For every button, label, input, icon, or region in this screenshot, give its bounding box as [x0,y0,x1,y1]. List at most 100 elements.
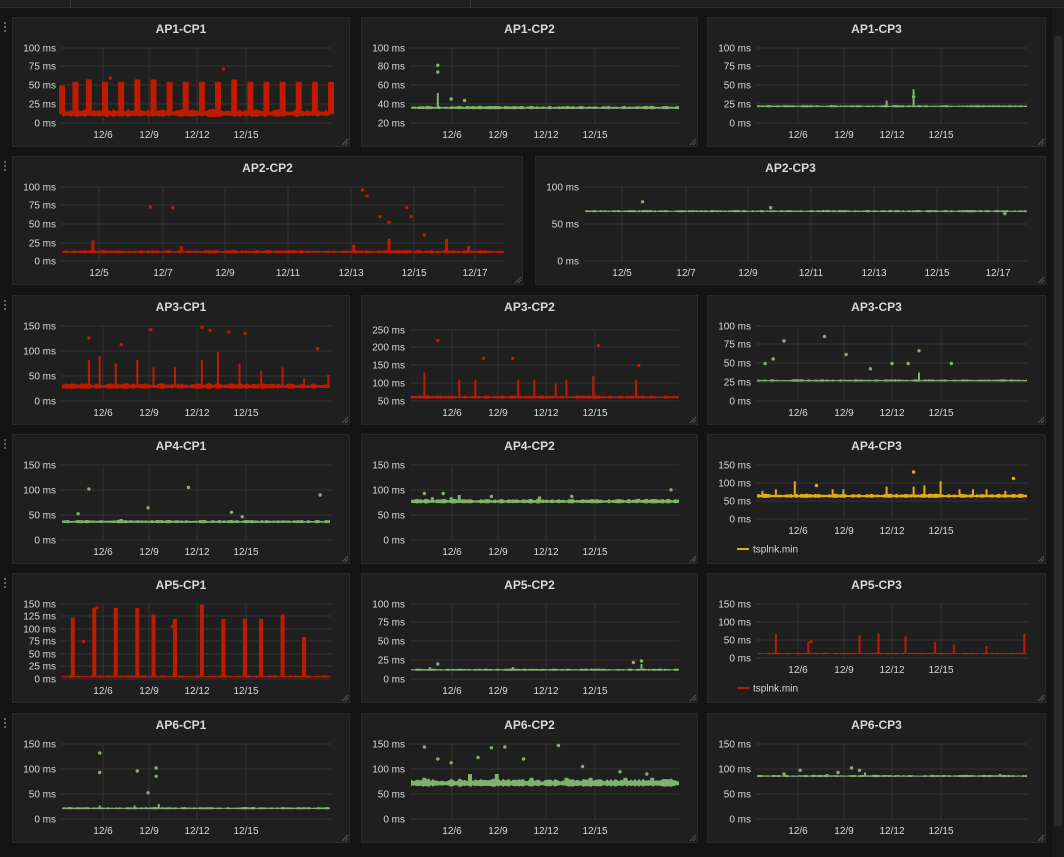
graph-panel-ap4-cp2[interactable]: AP4-CP2 150 ms 100 ms 50 ms 0 ms 12/6 12/9 12/1… [361,434,698,564]
panel-title[interactable]: AP6-CP3 [851,718,902,732]
row-drag-handle[interactable] [3,717,7,729]
series-spike [467,246,471,253]
panel-title[interactable]: AP1-CP3 [851,22,902,36]
y-axis-tick-label: 100 ms [718,322,751,333]
panel-resize-handle[interactable] [1037,555,1045,563]
panel-resize-handle[interactable] [689,138,697,146]
row-drag-handle[interactable] [3,577,7,589]
row-drag-handle[interactable] [3,21,7,33]
graph-panel-ap5-cp3[interactable]: AP5-CP3 150 ms 100 ms 50 ms 0 ms 12/6 12/9 12/1… [707,573,1046,703]
graph-panel-ap5-cp1[interactable]: AP5-CP1 150 ms 125 ms 100 ms 75 ms 50 ms 25 ms… [12,573,350,703]
legend-series-name[interactable]: tsplnk.min [753,684,798,695]
graph-panel-ap6-cp1[interactable]: AP6-CP1 150 ms 100 ms 50 ms 0 ms 12/6 12/9 12/1… [12,713,350,843]
panel-title[interactable]: AP5-CP3 [851,578,902,592]
graph-canvas[interactable]: 250 ms 200 ms 150 ms 100 ms 50 ms 12/6 12/9 12/… [362,296,699,426]
graph-canvas[interactable]: 100 ms 80 ms 60 ms 40 ms 20 ms 12/6 12/9 12/12 1… [362,18,699,148]
graph-canvas[interactable]: 150 ms 100 ms 50 ms 0 ms 12/6 12/9 12/12 12/15 [13,296,351,426]
series-spike [152,367,155,387]
panel-resize-handle[interactable] [341,555,349,563]
graph-canvas[interactable]: 100 ms 75 ms 50 ms 25 ms 0 ms 12/6 12/9 12/12 12… [708,18,1047,148]
panel-title[interactable]: AP3-CP2 [504,300,555,314]
graph-canvas[interactable]: 100 ms 75 ms 50 ms 25 ms 0 ms 12/6 12/9 12/12 12… [362,574,699,704]
y-axis-tick-label: 150 ms [23,740,56,751]
series-spike [259,619,264,677]
graph-panel-ap5-cp2[interactable]: AP5-CP2 100 ms 75 ms 50 ms 25 ms 0 ms 12/6 12/9… [361,573,698,703]
scrollbar-thumb[interactable] [1054,36,1062,826]
graph-canvas[interactable]: 150 ms 100 ms 50 ms 0 ms 12/6 12/9 12/12 12/15 [362,714,699,844]
graph-canvas[interactable]: 150 ms 100 ms 50 ms 0 ms 12/6 12/9 12/12 12/15 [362,435,699,565]
panel-resize-handle[interactable] [1037,834,1045,842]
y-axis-tick-label: 0 ms [729,119,751,130]
graph-canvas[interactable]: 150 ms 100 ms 50 ms 0 ms 12/6 12/9 12/12 12/15 t… [708,574,1047,704]
graph-canvas[interactable]: 150 ms 100 ms 50 ms 0 ms 12/6 12/9 12/12 12/15 [708,714,1047,844]
series-band [411,778,679,787]
x-axis-tick-label: 12/12 [533,686,558,697]
panel-resize-handle[interactable] [341,834,349,842]
series-spike [423,372,426,398]
x-axis-tick-label: 12/6 [442,547,462,558]
panel-title[interactable]: AP5-CP2 [504,578,555,592]
vertical-scrollbar[interactable] [1052,8,1064,857]
graph-panel-ap4-cp3[interactable]: AP4-CP3 150 ms 100 ms 50 ms 0 ms 12/6 12/9 12/1… [707,434,1046,564]
panel-resize-handle[interactable] [341,694,349,702]
graph-panel-ap1-cp1[interactable]: AP1-CP1 100 ms 75 ms 50 ms 25 ms 0 ms 12/6 12/9… [12,17,350,147]
panel-resize-handle[interactable] [1037,138,1045,146]
panel-title[interactable]: AP4-CP3 [851,439,902,453]
panel-title[interactable]: AP3-CP3 [851,300,902,314]
panel-resize-handle[interactable] [689,555,697,563]
graph-canvas[interactable]: 150 ms 100 ms 50 ms 0 ms 12/6 12/9 12/12 12/15 t… [708,435,1047,565]
graph-panel-ap3-cp3[interactable]: AP3-CP3 100 ms 75 ms 50 ms 25 ms 0 ms 12/6 12/9… [707,295,1046,425]
graph-canvas[interactable]: 100 ms 50 ms 0 ms 12/5 12/7 12/9 12/11 12/13 12/… [536,157,1047,286]
panel-resize-handle[interactable] [689,416,697,424]
panel-resize-handle[interactable] [1037,276,1045,284]
panel-title[interactable]: AP1-CP1 [155,22,207,36]
panel-resize-handle[interactable] [1037,694,1045,702]
legend-series-name[interactable]: tsplnk.min [753,545,798,556]
row-drag-handle[interactable] [3,160,7,172]
graph-panel-ap6-cp2[interactable]: AP6-CP2 150 ms 100 ms 50 ms 0 ms 12/6 12/9 12/1… [361,713,698,843]
graph-panel-ap6-cp3[interactable]: AP6-CP3 150 ms 100 ms 50 ms 0 ms 12/6 12/9 12/1… [707,713,1046,843]
series-point [782,339,786,343]
panel-title[interactable]: AP5-CP1 [155,578,207,592]
panel-title[interactable]: AP4-CP1 [155,439,207,453]
graph-canvas[interactable]: 100 ms 75 ms 50 ms 25 ms 0 ms 12/6 12/9 12/12 12… [13,18,351,148]
panel-title[interactable]: AP2-CP2 [242,161,293,175]
graph-canvas[interactable]: 100 ms 75 ms 50 ms 25 ms 0 ms 12/5 12/7 12/9 12/… [13,157,524,286]
graph-canvas[interactable]: 100 ms 75 ms 50 ms 25 ms 0 ms 12/6 12/9 12/12 12… [708,296,1047,426]
graph-panel-ap2-cp3[interactable]: AP2-CP3 100 ms 50 ms 0 ms 12/5 12/7 12/9 12/11 1… [535,156,1046,285]
panel-resize-handle[interactable] [341,416,349,424]
y-axis-tick-label: 150 ms [23,322,56,333]
panel-title[interactable]: AP2-CP3 [765,161,816,175]
panel-title[interactable]: AP1-CP2 [504,22,555,36]
y-axis-tick-label: 200 ms [372,343,405,354]
panel-title[interactable]: AP3-CP1 [155,300,207,314]
graph-panel-ap2-cp2[interactable]: AP2-CP2 100 ms 75 ms 50 ms 25 ms 0 ms 12/5 12/7… [12,156,523,285]
series-point [890,361,894,366]
series-band [62,807,330,810]
row-drag-handle[interactable] [3,438,7,450]
graph-panel-ap3-cp1[interactable]: AP3-CP1 150 ms 100 ms 50 ms 0 ms 12/6 12/9 12/1… [12,295,350,425]
graph-panel-ap4-cp1[interactable]: AP4-CP1 150 ms 100 ms 50 ms 0 ms 12/6 12/9 12/1… [12,434,350,564]
panel-title[interactable]: AP6-CP1 [155,718,207,732]
series-point [917,349,921,353]
y-axis-tick-label: 100 ms [23,486,56,497]
panel-resize-handle[interactable] [1037,416,1045,424]
panel-resize-handle[interactable] [341,138,349,146]
series-spike [279,81,286,115]
panel-resize-handle[interactable] [689,694,697,702]
series-point [570,494,574,499]
panel-title[interactable]: AP6-CP2 [504,718,555,732]
panel-resize-handle[interactable] [689,834,697,842]
x-axis-tick-label: 12/9 [215,268,235,279]
graph-canvas[interactable]: 150 ms 100 ms 50 ms 0 ms 12/6 12/9 12/12 12/15 [13,435,351,565]
panel-resize-handle[interactable] [514,276,522,284]
row-drag-handle[interactable] [3,299,7,311]
graph-panel-ap1-cp2[interactable]: AP1-CP2 100 ms 80 ms 60 ms 40 ms 20 ms 12/6 12/… [361,17,698,147]
graph-panel-ap1-cp3[interactable]: AP1-CP3 100 ms 75 ms 50 ms 25 ms 0 ms 12/6 12/9… [707,17,1046,147]
x-axis-tick-label: 12/9 [834,826,854,837]
panel-title[interactable]: AP4-CP2 [504,439,555,453]
series-point [868,367,873,371]
graph-canvas[interactable]: 150 ms 100 ms 50 ms 0 ms 12/6 12/9 12/12 12/15 [13,714,351,844]
graph-panel-ap3-cp2[interactable]: AP3-CP2 250 ms 200 ms 150 ms 100 ms 50 ms 12/6… [361,295,698,425]
